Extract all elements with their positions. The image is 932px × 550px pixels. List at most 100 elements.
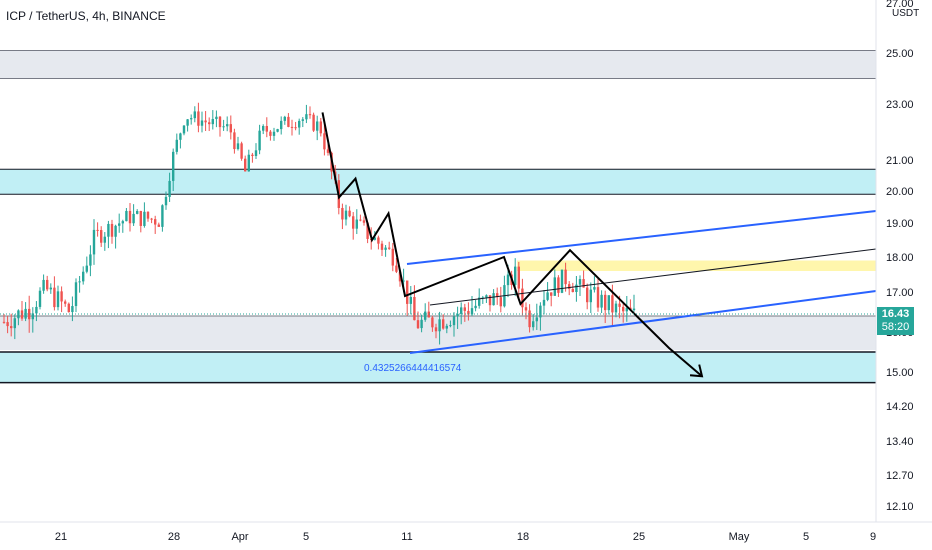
y-tick-label: 18.00 bbox=[886, 252, 914, 264]
candle bbox=[150, 217, 153, 224]
candle bbox=[280, 116, 283, 135]
candle bbox=[146, 211, 150, 222]
candle bbox=[229, 115, 232, 140]
x-tick-label: 11 bbox=[401, 531, 412, 543]
candle bbox=[445, 323, 448, 334]
candle bbox=[571, 282, 574, 293]
candle bbox=[546, 282, 549, 302]
candle bbox=[172, 148, 175, 192]
candle bbox=[604, 290, 607, 324]
candle bbox=[128, 203, 132, 232]
candle bbox=[46, 275, 49, 292]
x-tick-label: 18 bbox=[517, 531, 529, 543]
candle bbox=[586, 283, 589, 310]
candle bbox=[521, 278, 524, 316]
candle bbox=[143, 202, 146, 228]
candle bbox=[179, 132, 182, 149]
candle bbox=[312, 112, 315, 132]
candle bbox=[13, 314, 16, 340]
candle bbox=[49, 283, 52, 294]
candle bbox=[632, 294, 636, 312]
candle bbox=[139, 210, 142, 233]
candle bbox=[269, 130, 272, 141]
zone-upper-resistance bbox=[0, 50, 876, 79]
level-lines-layer bbox=[0, 50, 876, 384]
candle bbox=[409, 285, 412, 315]
candle bbox=[539, 302, 542, 331]
candle bbox=[136, 209, 139, 215]
candle bbox=[233, 128, 236, 154]
candle bbox=[89, 245, 92, 277]
zigzag-arrowhead bbox=[689, 364, 704, 378]
time-axis[interactable]: 21 28 Apr 5 11 18 25 May 5 9 bbox=[55, 531, 876, 543]
candle bbox=[341, 203, 344, 230]
candle bbox=[290, 119, 294, 136]
candle bbox=[272, 127, 276, 141]
candle bbox=[449, 320, 452, 328]
zone-support-gray bbox=[0, 316, 876, 350]
candle bbox=[258, 124, 261, 155]
candle bbox=[218, 115, 222, 137]
candle bbox=[438, 311, 441, 345]
trend-line bbox=[429, 248, 877, 306]
candle bbox=[132, 204, 135, 226]
candle bbox=[38, 287, 42, 310]
y-tick-label: 17.00 bbox=[886, 287, 914, 299]
candle bbox=[413, 285, 416, 321]
x-tick-label: 5 bbox=[803, 531, 809, 543]
candle bbox=[247, 149, 250, 172]
price-axis[interactable]: 27.00 25.00 23.00 21.00 20.00 19.00 18.00 17.00… bbox=[886, 0, 914, 513]
candle bbox=[517, 261, 520, 300]
currency-label: USDT bbox=[892, 8, 920, 19]
candle bbox=[420, 314, 423, 333]
candle bbox=[424, 303, 427, 322]
candle bbox=[298, 118, 301, 135]
candle bbox=[118, 213, 121, 233]
candle bbox=[42, 274, 45, 294]
candle bbox=[575, 275, 578, 302]
candle bbox=[442, 314, 445, 330]
candle bbox=[100, 226, 103, 247]
candle bbox=[186, 119, 189, 132]
candle bbox=[20, 301, 24, 321]
candle bbox=[499, 286, 502, 313]
zones-layer bbox=[0, 50, 876, 383]
x-tick-label: Apr bbox=[231, 531, 248, 543]
candle bbox=[427, 301, 430, 318]
candle bbox=[236, 136, 240, 151]
candle bbox=[107, 220, 110, 249]
last-price-value: 16.43 bbox=[881, 308, 910, 320]
candle bbox=[542, 290, 546, 315]
candle bbox=[348, 206, 351, 218]
y-tick-label: 27.00 bbox=[886, 0, 914, 10]
candle bbox=[560, 269, 564, 294]
x-tick-label: 5 bbox=[303, 531, 309, 543]
candle bbox=[622, 302, 625, 323]
candle bbox=[463, 303, 466, 322]
candle bbox=[67, 302, 70, 313]
candle bbox=[564, 262, 567, 292]
y-tick-label: 12.70 bbox=[886, 470, 914, 482]
y-tick-label: 13.40 bbox=[886, 436, 914, 448]
candle bbox=[82, 266, 85, 285]
candle bbox=[114, 224, 117, 249]
candle bbox=[222, 119, 225, 131]
candle bbox=[600, 290, 603, 314]
zigzag-layer bbox=[321, 112, 704, 378]
channel-upper-line bbox=[406, 210, 877, 265]
candle bbox=[528, 304, 531, 333]
candle bbox=[395, 257, 398, 274]
candle bbox=[406, 280, 409, 316]
candle bbox=[28, 295, 31, 333]
candle bbox=[168, 172, 171, 202]
candle bbox=[175, 133, 178, 155]
candle bbox=[56, 285, 60, 311]
candle bbox=[85, 256, 88, 274]
candle bbox=[215, 110, 218, 128]
candle bbox=[388, 241, 391, 250]
y-tick-label: 12.10 bbox=[886, 501, 914, 513]
candle bbox=[568, 281, 571, 296]
candle bbox=[211, 110, 214, 130]
zone-yellow-zone bbox=[517, 260, 876, 271]
